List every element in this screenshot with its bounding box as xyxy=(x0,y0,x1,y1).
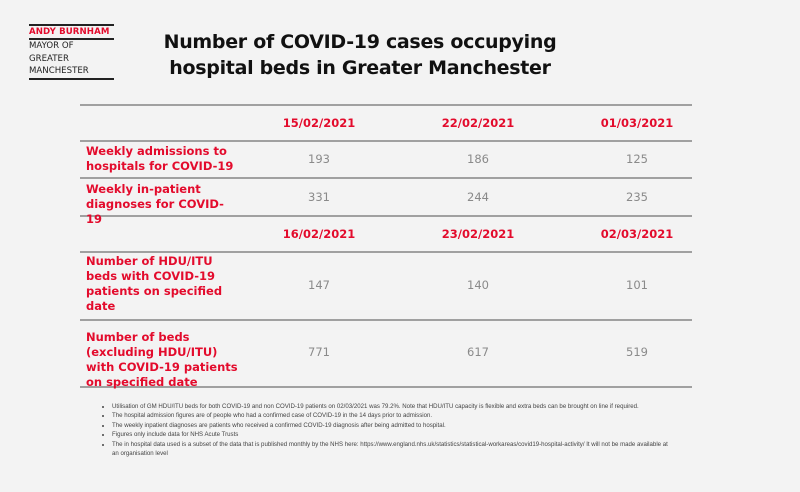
logo-rule xyxy=(29,77,114,80)
row-label: Weekly in-patient diagnoses for COVID-19 xyxy=(86,182,224,226)
logo-rule xyxy=(29,24,114,26)
cell-value: 140 xyxy=(467,278,489,292)
cell-value: 193 xyxy=(308,152,330,166)
footnote: The weekly inpatient diagnoses are patie… xyxy=(112,421,672,430)
row-label: Weekly admissions to hospitals for COVID… xyxy=(86,144,234,173)
divider xyxy=(80,319,692,321)
column-date: 23/02/2021 xyxy=(441,227,515,241)
divider xyxy=(80,215,692,217)
cell-value: 617 xyxy=(467,345,489,359)
cell-value: 331 xyxy=(308,190,330,204)
column-date: 16/02/2021 xyxy=(282,227,356,241)
cell-value: 186 xyxy=(467,152,489,166)
footnote: Figures only include data for NHS Acute … xyxy=(112,430,672,439)
divider xyxy=(80,140,692,142)
divider xyxy=(80,386,692,388)
cell-value: 771 xyxy=(308,345,330,359)
footnote: Utilisation of GM HDU/ITU beds for both … xyxy=(112,402,672,411)
footnotes: Utilisation of GM HDU/ITU beds for both … xyxy=(100,402,672,458)
mayor-logo: ANDY BURNHAM MAYOR OF GREATER MANCHESTER xyxy=(29,24,114,80)
cell-value: 235 xyxy=(626,190,648,204)
logo-line: MAYOR OF xyxy=(29,41,74,51)
footnote: The in hospital data used is a subset of… xyxy=(112,440,672,459)
row-label: Number of beds (excluding HDU/ITU) with … xyxy=(86,330,238,389)
divider xyxy=(80,251,692,253)
logo-line: MANCHESTER xyxy=(29,66,89,76)
logo-line: GREATER xyxy=(29,53,69,64)
cell-value: 101 xyxy=(626,278,648,292)
row-label: Number of HDU/ITU beds with COVID-19 pat… xyxy=(86,254,223,313)
page-title: Number of COVID-19 cases occupying hospi… xyxy=(163,31,557,79)
cell-value: 244 xyxy=(467,190,489,204)
cell-value: 147 xyxy=(308,278,330,292)
column-date: 22/02/2021 xyxy=(441,116,515,130)
footnote: The hospital admission figures are of pe… xyxy=(112,411,672,420)
logo-rule xyxy=(29,38,114,40)
cell-value: 519 xyxy=(626,345,648,359)
cell-value: 125 xyxy=(626,152,648,166)
column-date: 01/03/2021 xyxy=(600,116,674,130)
logo-name: ANDY BURNHAM xyxy=(29,27,110,37)
divider xyxy=(80,104,692,106)
column-date: 02/03/2021 xyxy=(600,227,674,241)
divider xyxy=(80,177,692,179)
column-date: 15/02/2021 xyxy=(282,116,356,130)
